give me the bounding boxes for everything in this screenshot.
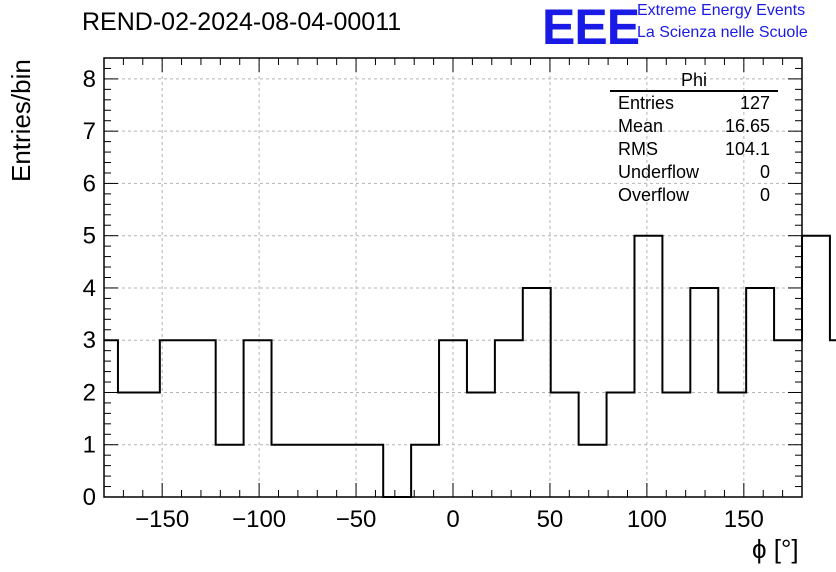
stats-row-mean: Mean 16.65 — [610, 115, 778, 138]
stats-title: Phi — [610, 70, 778, 92]
histogram-line — [104, 234, 836, 498]
stats-label: Mean — [618, 116, 664, 136]
y-tick-label: 3 — [83, 327, 96, 354]
y-tick-label: 6 — [83, 170, 96, 197]
stats-box: Phi Entries 127 Mean 16.65 RMS 104.1 Und… — [610, 70, 778, 207]
stats-row-entries: Entries 127 — [610, 92, 778, 115]
y-tick-label: 4 — [83, 275, 96, 302]
stats-value: 16.65 — [724, 116, 770, 136]
stats-label: Entries — [618, 93, 675, 113]
stats-row-underflow: Underflow 0 — [610, 161, 778, 184]
x-tick-label: 50 — [537, 506, 564, 533]
eee-logo: EEE — [542, 0, 640, 55]
y-tick-label: 7 — [83, 118, 96, 145]
stats-label: Underflow — [618, 162, 700, 182]
x-tick-label: 100 — [627, 506, 667, 533]
y-tick-label: 5 — [83, 223, 96, 250]
stats-label: Overflow — [618, 185, 690, 205]
stats-value: 0 — [759, 185, 770, 205]
stats-row-rms: RMS 104.1 — [610, 138, 778, 161]
x-tick-label: −150 — [135, 506, 189, 533]
stats-row-overflow: Overflow 0 — [610, 184, 778, 207]
x-axis-label: ϕ [°] — [752, 534, 799, 564]
logo-line-2: La Scienza nelle Scuole — [637, 24, 808, 41]
chart-title: REND-02-2024-08-04-00011 — [82, 8, 402, 36]
stats-value: 104.1 — [724, 139, 770, 159]
stats-value: 127 — [739, 93, 770, 113]
y-tick-label: 0 — [83, 484, 96, 511]
y-tick-label: 1 — [83, 432, 96, 459]
x-tick-label: −50 — [336, 506, 377, 533]
x-tick-label: −100 — [232, 506, 286, 533]
y-tick-label: 2 — [83, 379, 96, 406]
logo-line-1: Extreme Energy Events — [637, 2, 806, 19]
stats-value: 0 — [759, 162, 770, 182]
x-tick-label: 150 — [724, 506, 764, 533]
x-tick-label: 0 — [446, 506, 459, 533]
stats-label: RMS — [618, 139, 658, 159]
y-tick-label: 8 — [83, 66, 96, 93]
